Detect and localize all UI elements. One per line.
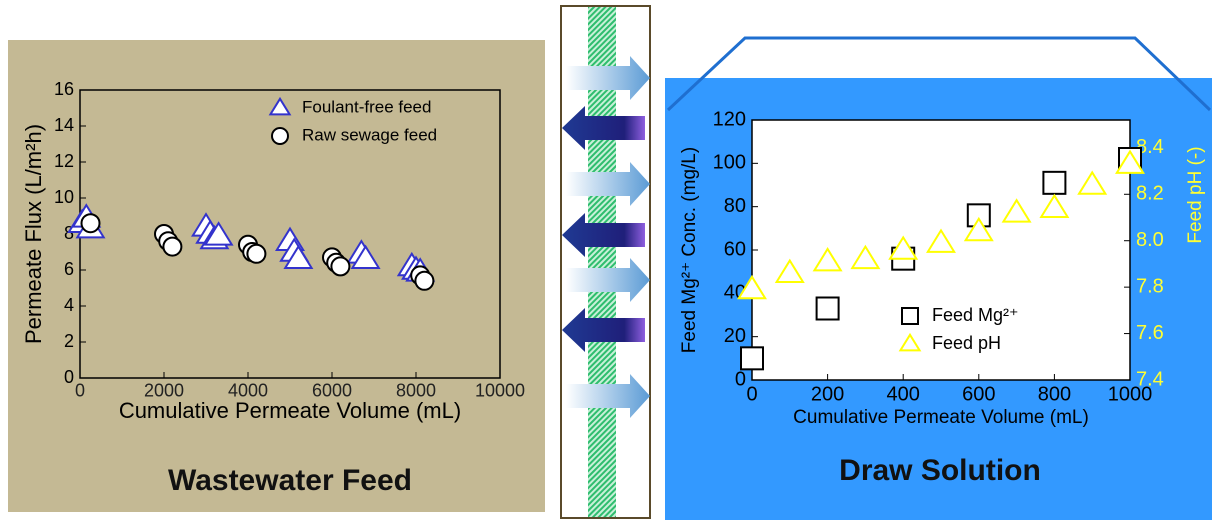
y-tick-label: 60 xyxy=(724,238,746,260)
data-point xyxy=(247,245,265,263)
legend-label: Feed pH xyxy=(932,333,1001,353)
data-point xyxy=(331,257,349,275)
y2-tick-label: 7.4 xyxy=(1136,368,1164,390)
x-tick-label: 0 xyxy=(746,383,757,405)
data-point xyxy=(163,238,181,256)
legend-label: Foulant-free feed xyxy=(302,97,431,116)
data-point xyxy=(415,272,433,290)
y-axis-title: Permeate Flux (L/m²h) xyxy=(21,124,46,344)
y-tick-label: 6 xyxy=(64,259,74,279)
x-axis-title: Cumulative Permeate Volume (mL) xyxy=(793,407,1089,428)
x-tick-label: 400 xyxy=(887,383,920,405)
y2-tick-label: 7.8 xyxy=(1136,275,1164,297)
y-tick-label: 20 xyxy=(724,325,746,347)
y-tick-label: 80 xyxy=(724,195,746,217)
y-tick-label: 14 xyxy=(54,115,74,135)
legend-label: Raw sewage feed xyxy=(302,125,437,144)
y-axis-title: Feed Mg²⁺ Conc. (mg/L) xyxy=(679,147,700,353)
y-tick-label: 12 xyxy=(54,151,74,171)
y2-tick-label: 8.0 xyxy=(1136,229,1164,251)
y2-axis-title: Feed pH (-) xyxy=(1185,146,1206,243)
panel-caption: Draw Solution xyxy=(839,454,1041,487)
y2-tick-label: 8.2 xyxy=(1136,183,1164,205)
y-tick-label: 100 xyxy=(713,152,746,174)
y2-tick-label: 7.6 xyxy=(1136,322,1164,344)
x-tick-label: 800 xyxy=(1038,383,1071,405)
x-tick-label: 0 xyxy=(75,380,85,400)
figure: 02000400060008000100000246810121416Cumul… xyxy=(0,0,1212,520)
y-tick-label: 16 xyxy=(54,79,74,99)
y-tick-label: 0 xyxy=(64,367,74,387)
page: 02000400060008000100000246810121416Cumul… xyxy=(0,0,1212,520)
legend-marker xyxy=(272,128,288,144)
data-point xyxy=(817,298,839,320)
data-point xyxy=(82,214,100,232)
x-axis-title: Cumulative Permeate Volume (mL) xyxy=(119,398,461,423)
data-point xyxy=(1043,172,1065,194)
y-tick-label: 2 xyxy=(64,331,74,351)
legend-label: Feed Mg²⁺ xyxy=(932,305,1019,325)
panel-caption: Wastewater Feed xyxy=(168,464,412,497)
data-point xyxy=(741,347,763,369)
y-tick-label: 120 xyxy=(713,108,746,130)
y-tick-label: 0 xyxy=(735,368,746,390)
y-tick-label: 10 xyxy=(54,187,74,207)
x-tick-label: 200 xyxy=(811,383,844,405)
x-tick-label: 10000 xyxy=(475,380,525,400)
legend-marker xyxy=(902,308,918,324)
y-tick-label: 4 xyxy=(64,295,74,315)
x-tick-label: 600 xyxy=(962,383,995,405)
